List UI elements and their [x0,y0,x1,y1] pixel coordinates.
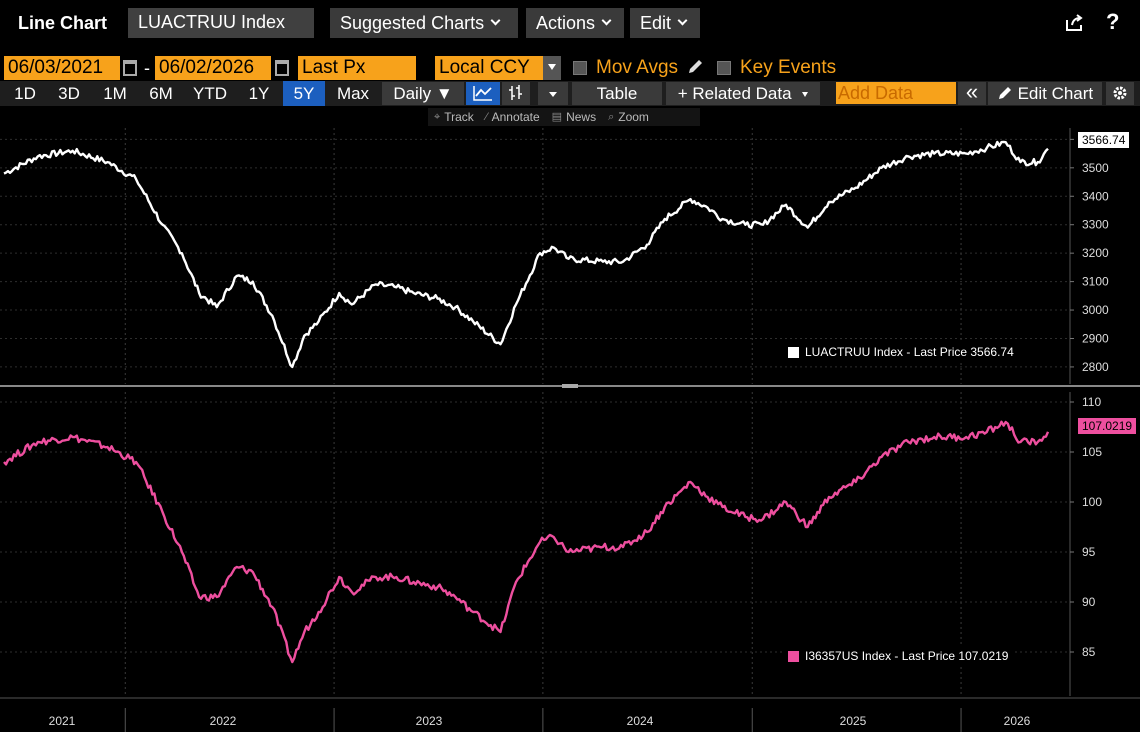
zoom-label: Zoom [618,110,649,124]
currency-dropdown-arrow[interactable] [543,56,561,80]
calendar-icon[interactable] [275,60,289,76]
y-tick-label: 3400 [1082,189,1109,203]
suggested-charts-menu[interactable]: Suggested Charts [330,8,518,38]
track-label: Track [444,110,474,124]
news-tool[interactable]: ▤ News [546,108,602,126]
edit-chart-label: Edit Chart [1017,84,1094,103]
zoom-tool[interactable]: ⌕ Zoom [602,108,655,126]
y-tick-label: 3500 [1082,161,1109,175]
y-tick-label: 110 [1082,395,1101,409]
range-max-button[interactable]: Max [336,84,370,103]
y-tick-label: 3200 [1082,246,1109,260]
legend-swatch [788,346,799,358]
mov-avgs-checkbox[interactable] [573,61,587,75]
line-chart-type-button[interactable] [466,82,500,105]
y-tick-label: 85 [1082,645,1096,659]
y-tick-label: 2900 [1082,331,1109,345]
y-tick-label: 100 [1082,495,1102,509]
annotate-tool[interactable]: ⁄ Annotate [480,108,546,126]
bar-chart-type-button[interactable] [502,82,530,105]
y-tick-label: 3100 [1082,275,1109,289]
end-date-field[interactable]: 06/02/2026 [155,56,271,80]
price-field-select[interactable]: Last Px [298,56,416,80]
legend-series-2: I36357US Index - Last Price 107.0219 [782,646,1015,666]
date-separator: - [144,58,150,78]
gear-icon[interactable] [1106,82,1134,105]
add-data-input[interactable]: Add Data [836,82,956,104]
range-3d-button[interactable]: 3D [58,84,80,103]
currency-select[interactable]: Local CCY [435,56,543,80]
gear-glyph [1113,86,1127,100]
table-button[interactable]: Table [572,82,662,105]
y-tick-label: 90 [1082,595,1096,609]
legend-label: I36357US Index - Last Price 107.0219 [805,649,1009,663]
key-events-label[interactable]: Key Events [740,57,837,78]
x-tick-label: 2024 [627,714,654,728]
calendar-icon[interactable] [123,60,137,76]
crosshair-icon: ⌖ [434,111,441,123]
pencil-icon[interactable] [686,58,704,76]
range-1y-button[interactable]: 1Y [248,84,270,103]
title-bar: Line Chart LUACTRUU Index Suggested Char… [0,0,1140,46]
last-price-tag-1: 3566.74 [1078,132,1130,148]
frequency-select[interactable]: Daily ▼ [382,82,464,105]
x-tick-label: 2025 [840,714,867,728]
actions-menu[interactable]: Actions [526,8,624,38]
edit-label: Edit [640,12,672,33]
annotate-icon: ⁄ [485,111,488,123]
legend-series-1: LUACTRUU Index - Last Price 3566.74 [782,342,1020,362]
caret-down-icon [802,92,809,98]
news-icon: ▤ [551,111,563,123]
x-tick-label: 2023 [416,714,443,728]
panel-resize-handle [562,384,578,388]
series-line [3,140,1049,369]
x-tick-label: 2026 [1004,714,1031,728]
ticker-input[interactable]: LUACTRUU Index [128,8,314,38]
track-tool[interactable]: ⌖ Track [428,108,480,126]
pencil-icon [998,87,1011,99]
y-tick-label: 105 [1082,445,1102,459]
y-tick-label: 3000 [1082,303,1109,317]
share-icon[interactable] [1064,13,1084,33]
annotate-label: Annotate [491,110,540,124]
collapse-icon[interactable]: « [958,81,986,105]
chart-type-dropdown[interactable] [538,82,568,105]
last-price-tag-2: 107.0219 [1078,418,1137,434]
range-1m-button[interactable]: 1M [103,84,127,103]
x-tick-label: 2021 [49,714,76,728]
series-line [3,420,1050,664]
legend-swatch [788,650,799,662]
y-tick-label: 3300 [1082,218,1109,232]
actions-label: Actions [536,12,596,33]
magnifier-icon: ⌕ [608,111,615,123]
legend-label: LUACTRUU Index - Last Price 3566.74 [805,345,1014,359]
suggested-charts-label: Suggested Charts [340,12,485,33]
mov-avgs-label[interactable]: Mov Avgs [596,57,679,78]
range-5y-button[interactable]: 5Y [283,81,325,106]
chart-mini-toolbar: ⌖ Track ⁄ Annotate ▤ News ⌕ Zoom [428,108,700,126]
range-ytd-button[interactable]: YTD [193,84,227,103]
x-tick-label: 2022 [210,714,237,728]
key-events-checkbox[interactable] [717,61,731,75]
ohlc-bars-icon [509,85,522,100]
range-6m-button[interactable]: 6M [149,84,173,103]
help-icon[interactable]: ? [1106,9,1120,34]
edit-menu[interactable]: Edit [630,8,700,38]
related-data-button[interactable]: + Related Data [666,82,820,105]
app-title: Line Chart [18,13,108,33]
edit-chart-button[interactable]: Edit Chart [988,82,1102,105]
line-chart-icon [473,86,492,101]
y-tick-label: 2800 [1082,360,1109,374]
range-1d-button[interactable]: 1D [14,84,36,103]
start-date-field[interactable]: 06/03/2021 [4,56,120,80]
caret-down-icon [549,92,557,98]
news-label: News [566,110,597,124]
y-tick-label: 95 [1082,545,1096,559]
related-data-label: + Related Data [677,84,792,103]
